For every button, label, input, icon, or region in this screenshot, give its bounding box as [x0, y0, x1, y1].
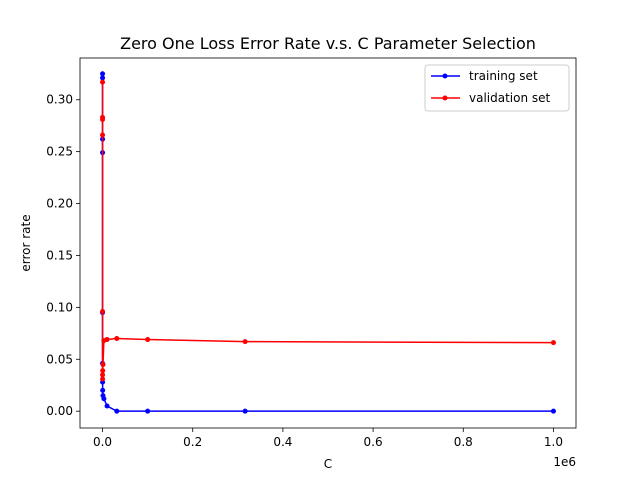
training-data-point	[242, 408, 248, 414]
validation-data-point	[100, 361, 106, 367]
x-axis: 0.0 0.2 0.4 0.6 0.8 1.0	[93, 428, 563, 449]
legend-training-marker	[442, 73, 448, 79]
x-tick-label: 0.0	[93, 435, 112, 449]
validation-data-point	[104, 337, 110, 343]
validation-data-point	[100, 132, 106, 138]
validation-data-point	[242, 339, 248, 345]
training-data-point	[100, 75, 106, 81]
validation-data-point	[114, 336, 120, 342]
validation-data-point	[100, 116, 106, 122]
validation-data-point	[550, 340, 556, 346]
training-data-point	[100, 71, 106, 77]
plot-area	[100, 71, 556, 414]
x-tick-label: 0.4	[273, 435, 292, 449]
x-tick-label: 1.0	[544, 435, 563, 449]
training-data-point	[114, 408, 120, 414]
validation-data-point	[100, 368, 106, 374]
x-axis-label: C	[324, 457, 332, 471]
validation-data-point	[145, 337, 151, 343]
legend-validation-marker	[442, 95, 448, 101]
training-data-point	[100, 387, 106, 393]
x-tick-label: 0.6	[364, 435, 383, 449]
validation-data-point	[100, 309, 106, 315]
legend-training-label: training set	[469, 69, 538, 83]
y-tick-label: 0.10	[46, 300, 73, 314]
training-data-point	[104, 403, 110, 409]
validation-data-point	[100, 372, 106, 378]
training-series-line	[101, 73, 554, 412]
legend-validation-label: validation set	[469, 91, 551, 105]
validation-series-line	[101, 82, 554, 380]
x-axis-offset-label: 1e6	[553, 455, 576, 469]
y-axis-label: error rate	[19, 214, 33, 271]
y-tick-label: 0.25	[46, 145, 73, 159]
validation-data-point	[100, 376, 106, 382]
y-axis: 0.00 0.05 0.10 0.15 0.20 0.25 0.30	[46, 93, 80, 418]
y-tick-label: 0.00	[46, 404, 73, 418]
y-tick-label: 0.30	[46, 93, 73, 107]
chart-title: Zero One Loss Error Rate v.s. C Paramete…	[120, 34, 536, 53]
legend-box	[424, 64, 570, 112]
x-tick-label: 0.8	[454, 435, 473, 449]
training-data-point	[145, 408, 151, 414]
y-tick-label: 0.20	[46, 197, 73, 211]
x-tick-label: 0.2	[183, 435, 202, 449]
training-data-point	[101, 396, 107, 402]
legend: training set validation set	[424, 64, 570, 112]
y-tick-label: 0.15	[46, 248, 73, 262]
validation-data-point	[100, 79, 106, 85]
y-tick-label: 0.05	[46, 352, 73, 366]
axes-frame	[79, 57, 577, 429]
training-data-point	[550, 408, 556, 414]
